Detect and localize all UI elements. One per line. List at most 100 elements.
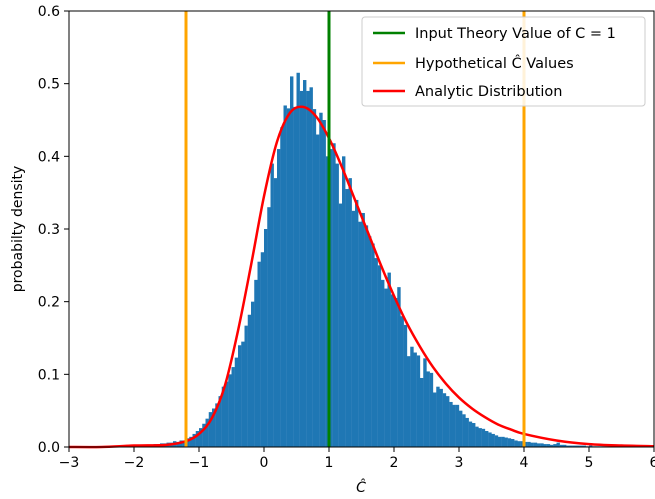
- histogram-bar: [507, 438, 512, 447]
- histogram-bar: [524, 441, 528, 447]
- legend-box: [361, 16, 646, 107]
- histogram-bar: [439, 388, 443, 447]
- histogram-bar: [342, 156, 346, 447]
- histogram-bar: [553, 444, 557, 447]
- histogram-bar: [251, 301, 255, 447]
- histogram-bar: [238, 345, 242, 447]
- legend: Input Theory Value of C = 1 Hypothetical…: [361, 16, 646, 107]
- histogram-bar: [576, 445, 580, 447]
- histogram-bar: [494, 435, 499, 447]
- histogram-bar: [478, 428, 482, 447]
- histogram-bar: [332, 143, 336, 447]
- histogram-bar: [205, 418, 209, 447]
- histogram-bar: [290, 76, 294, 448]
- histogram-bar: [322, 120, 326, 447]
- histogram-bar: [423, 358, 427, 447]
- histogram-bar: [462, 414, 466, 447]
- histogram-bar: [589, 445, 593, 447]
- histogram-bar: [186, 438, 190, 447]
- x-axis-label: Ĉ: [356, 478, 366, 496]
- x-tick-label: 1: [325, 455, 334, 471]
- histogram-bar: [277, 149, 281, 447]
- y-tick-label: 0.6: [38, 4, 60, 20]
- histogram-bar: [280, 127, 284, 448]
- histogram-bar: [449, 401, 453, 447]
- histogram-bar: [319, 112, 323, 447]
- histogram-bar: [228, 374, 232, 447]
- y-axis: 0.0 0.1 0.2 0.3 0.4 0.5 0.6: [38, 4, 69, 456]
- histogram-bar: [468, 421, 473, 447]
- histogram-bar: [403, 324, 408, 447]
- histogram-bar: [416, 355, 421, 447]
- histogram-bar: [293, 106, 297, 448]
- histogram-bar: [530, 442, 534, 447]
- histogram-bar: [475, 426, 479, 447]
- histogram-bar: [387, 272, 391, 447]
- histogram-bar: [202, 423, 206, 447]
- histogram-bar: [306, 90, 310, 448]
- histogram-bar: [446, 396, 450, 447]
- histogram-bar: [582, 445, 586, 447]
- histogram-bar: [390, 294, 395, 447]
- y-tick-label: 0.2: [38, 295, 60, 311]
- x-tick-label: −2: [124, 455, 145, 471]
- histogram-bar: [572, 445, 577, 447]
- histogram-bar: [215, 403, 219, 447]
- histogram-bar: [244, 325, 248, 447]
- histogram-bar: [426, 371, 430, 447]
- histogram-bar: [192, 433, 196, 447]
- histogram-bar: [520, 441, 525, 447]
- histogram-bar: [556, 442, 560, 447]
- histogram-bar: [296, 72, 300, 448]
- y-tick-label: 0.1: [38, 367, 60, 383]
- histogram-bar: [442, 393, 447, 447]
- histogram-bar: [485, 431, 489, 447]
- histogram-bar: [247, 314, 252, 447]
- histogram-bar: [182, 440, 187, 447]
- histogram-bar: [400, 316, 404, 447]
- histogram-bar: [273, 178, 278, 447]
- histogram-bar: [429, 372, 434, 447]
- histogram-bar: [546, 444, 551, 447]
- y-tick-label: 0.3: [38, 222, 60, 238]
- histogram-bar: [329, 149, 333, 447]
- histogram-bar: [351, 210, 356, 447]
- x-tick-label: 3: [455, 455, 464, 471]
- histogram-bar: [364, 225, 369, 447]
- legend-label-input: Input Theory Value of C = 1: [415, 26, 616, 42]
- histogram-bar: [312, 109, 317, 447]
- histogram-bar: [325, 156, 330, 447]
- histogram-bar: [283, 105, 287, 447]
- histogram-bar: [420, 377, 424, 447]
- histogram-bar: [579, 445, 583, 447]
- histogram-bar: [267, 207, 271, 447]
- histogram-bar: [309, 87, 313, 448]
- histogram-bar: [407, 356, 411, 447]
- x-tick-label: −3: [59, 455, 80, 471]
- histogram-bar: [361, 213, 365, 447]
- histogram-bar: [257, 261, 261, 447]
- histogram-bar: [436, 386, 440, 447]
- histogram-bar: [543, 444, 547, 447]
- x-tick-label: 6: [650, 455, 655, 471]
- analytic-curve-layer: [68, 105, 655, 449]
- histogram-bar: [316, 134, 320, 447]
- x-tick-label: 5: [585, 455, 594, 471]
- histogram-bar: [303, 80, 307, 447]
- histogram-bar: [348, 178, 352, 447]
- histogram-bar: [218, 396, 222, 447]
- histogram-bar: [384, 288, 388, 447]
- y-tick-label: 0.4: [38, 149, 60, 165]
- histogram-bar: [338, 203, 343, 447]
- histogram-bar: [514, 440, 518, 447]
- x-tick-label: −1: [189, 455, 210, 471]
- histogram-bar: [254, 279, 258, 447]
- histogram-bar: [481, 428, 486, 447]
- histogram-bar: [504, 437, 508, 447]
- histogram-bar: [491, 433, 495, 447]
- histogram-bar: [540, 443, 544, 447]
- histogram-bar: [465, 417, 469, 447]
- histogram-bar: [537, 443, 541, 447]
- histogram-bar: [189, 436, 193, 447]
